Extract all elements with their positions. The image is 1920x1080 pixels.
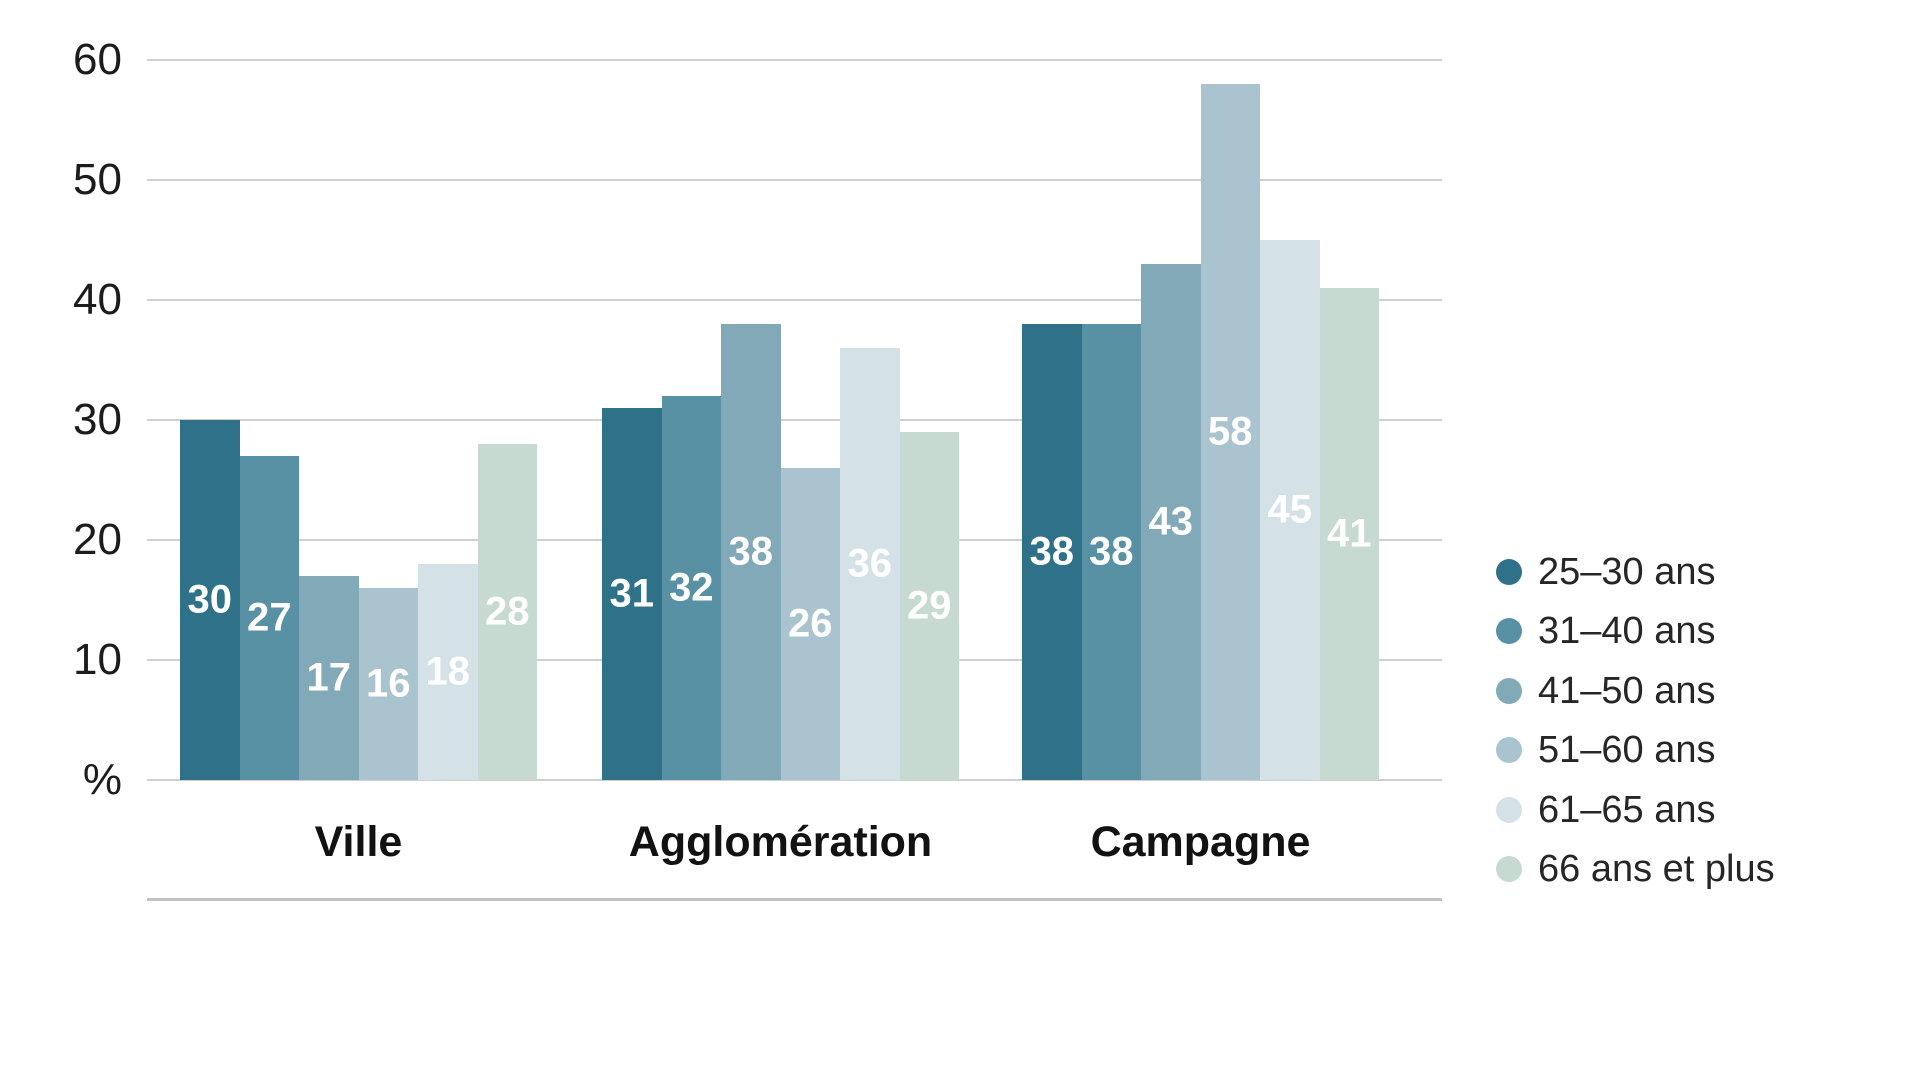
bar-agglomeration-31-40-ans: 32 xyxy=(661,396,721,780)
bar-ville-25-30-ans: 30 xyxy=(180,420,240,780)
category-label-campagne: Campagne xyxy=(1090,818,1311,866)
value-label-agglomeration-66-ans-et-plus: 29 xyxy=(907,583,952,628)
y-tick-label-20: 20 xyxy=(73,515,122,564)
category-label-ville: Ville xyxy=(314,818,403,866)
bar-group-campagne: 38 38 43 58 45 41 xyxy=(1022,60,1379,780)
bar-campagne-31-40-ans: 38 xyxy=(1081,324,1141,780)
value-label-ville-41-50-ans: 17 xyxy=(306,655,352,700)
value-label-agglomeration-31-40-ans: 32 xyxy=(669,565,714,610)
value-label-ville-25-30-ans: 30 xyxy=(187,577,233,622)
legend-dot-icon-51-60-ans xyxy=(1496,737,1522,764)
gridline-50 xyxy=(147,179,1442,181)
legend-item-25-30-ans: 25–30 ans xyxy=(1496,542,1775,602)
value-label-ville-31-40-ans: 27 xyxy=(247,595,292,640)
bar-ville-61-65-ans: 18 xyxy=(418,564,478,780)
bar-campagne-51-60-ans: 58 xyxy=(1200,84,1260,780)
bar-agglomeration-66-ans-et-plus: 29 xyxy=(899,432,959,780)
value-label-agglomeration-61-65-ans: 36 xyxy=(847,541,893,586)
bar-campagne-25-30-ans: 38 xyxy=(1022,324,1082,780)
bar-campagne-66-ans-et-plus: 41 xyxy=(1319,288,1379,780)
bar-campagne-41-50-ans: 43 xyxy=(1141,264,1201,780)
bar-group-ville: 30 27 17 16 18 28 xyxy=(180,60,537,780)
legend-dot-icon-41-50-ans xyxy=(1496,677,1522,704)
legend-item-61-65-ans: 61–65 ans xyxy=(1496,780,1775,840)
category-label-agglomeration: Agglomération xyxy=(628,818,933,866)
bar-ville-66-ans-et-plus: 28 xyxy=(477,444,537,780)
legend-item-51-60-ans: 51–60 ans xyxy=(1496,721,1775,781)
bar-ville-41-50-ans: 17 xyxy=(299,576,359,780)
bottom-divider-line xyxy=(147,898,1442,901)
value-label-campagne-61-65-ans: 45 xyxy=(1267,487,1313,532)
value-label-agglomeration-41-50-ans: 38 xyxy=(728,529,774,574)
legend-label-66-ans-et-plus: 66 ans et plus xyxy=(1538,848,1775,891)
value-label-campagne-25-30-ans: 38 xyxy=(1029,529,1075,574)
baseline-gridline xyxy=(147,779,1442,781)
legend-label-61-65-ans: 61–65 ans xyxy=(1538,788,1716,831)
legend-item-31-40-ans: 31–40 ans xyxy=(1496,602,1775,662)
legend-dot-icon-25-30-ans xyxy=(1496,558,1522,585)
y-tick-label-40: 40 xyxy=(73,275,122,324)
bar-ville-31-40-ans: 27 xyxy=(239,456,299,780)
value-label-agglomeration-25-30-ans: 31 xyxy=(609,571,655,616)
legend-item-41-50-ans: 41–50 ans xyxy=(1496,661,1775,721)
value-label-agglomeration-51-60-ans: 26 xyxy=(788,601,833,646)
legend-dot-icon-31-40-ans xyxy=(1496,618,1522,645)
legend-label-41-50-ans: 41–50 ans xyxy=(1538,669,1716,712)
bar-ville-51-60-ans: 16 xyxy=(358,588,418,780)
bar-group-agglomeration: 31 32 38 26 36 29 xyxy=(602,60,959,780)
value-label-campagne-31-40-ans: 38 xyxy=(1089,529,1134,574)
gridline-40 xyxy=(147,299,1442,301)
bar-campagne-61-65-ans: 45 xyxy=(1260,240,1320,780)
value-label-ville-61-65-ans: 18 xyxy=(425,649,471,694)
y-tick-label-10: 10 xyxy=(73,635,122,684)
y-axis-unit-label: % xyxy=(82,755,122,804)
gridline-30 xyxy=(147,419,1442,421)
legend-dot-icon-66-ans-et-plus xyxy=(1496,856,1522,883)
legend-label-31-40-ans: 31–40 ans xyxy=(1538,610,1716,653)
bar-agglomeration-51-60-ans: 26 xyxy=(780,468,840,780)
value-label-campagne-66-ans-et-plus: 41 xyxy=(1327,511,1372,556)
value-label-ville-66-ans-et-plus: 28 xyxy=(485,589,530,634)
gridline-60 xyxy=(147,59,1442,61)
bar-agglomeration-41-50-ans: 38 xyxy=(721,324,781,780)
y-tick-label-30: 30 xyxy=(73,395,122,444)
value-label-ville-51-60-ans: 16 xyxy=(366,661,411,706)
y-tick-label-50: 50 xyxy=(73,155,122,204)
legend-item-66-ans-et-plus: 66 ans et plus xyxy=(1496,840,1775,900)
legend: 25–30 ans 31–40 ans 41–50 ans 51–60 ans 61–6… xyxy=(1496,542,1775,899)
legend-dot-icon-61-65-ans xyxy=(1496,796,1522,823)
bar-agglomeration-25-30-ans: 31 xyxy=(602,408,662,780)
value-label-campagne-51-60-ans: 58 xyxy=(1208,409,1253,454)
bar-agglomeration-61-65-ans: 36 xyxy=(840,348,900,780)
legend-label-51-60-ans: 51–60 ans xyxy=(1538,729,1716,772)
legend-label-25-30-ans: 25–30 ans xyxy=(1538,550,1716,593)
value-label-campagne-41-50-ans: 43 xyxy=(1148,499,1194,544)
y-tick-label-60: 60 xyxy=(73,35,122,84)
